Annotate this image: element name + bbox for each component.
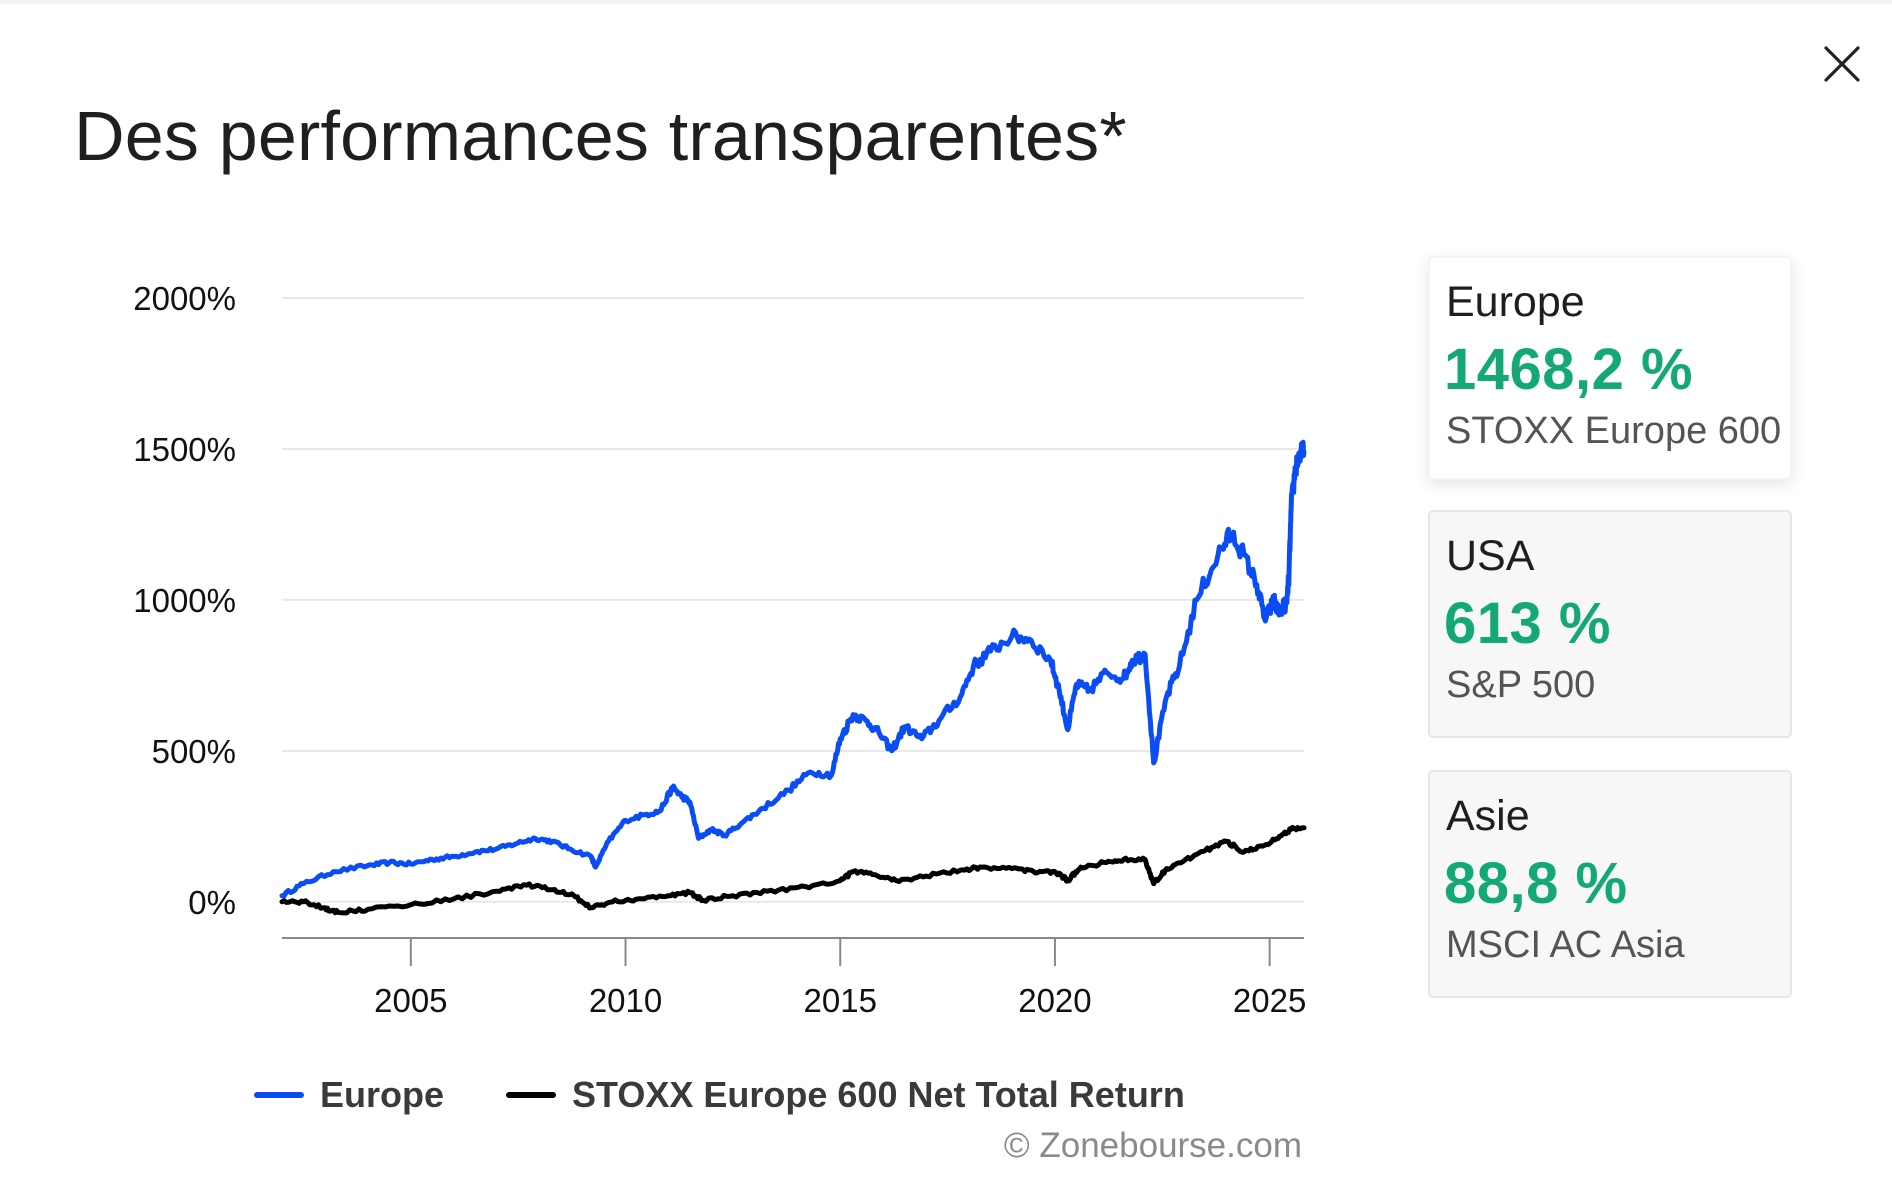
card-performance: 88,8 % (1444, 851, 1628, 916)
x-tick-label: 2005 (374, 982, 447, 1019)
card-index-name: S&P 500 (1446, 664, 1596, 706)
card-performance: 1468,2 % (1444, 337, 1694, 402)
card-performance: 613 % (1444, 591, 1611, 656)
card-region: Europe (1446, 278, 1585, 326)
close-button[interactable] (1816, 38, 1868, 90)
legend-label: Europe (320, 1074, 445, 1115)
legend-swatch-benchmark (506, 1092, 557, 1098)
card-region: Asie (1446, 792, 1530, 840)
series-line-europe (279, 439, 1307, 899)
y-tick-label: 1500% (133, 431, 236, 468)
y-tick-label: 1000% (133, 582, 236, 619)
region-card-europe[interactable]: Europe 1468,2 % STOXX Europe 600 (1428, 256, 1792, 480)
page-title: Des performances transparentes* (74, 97, 1127, 175)
legend-item-europe[interactable]: Europe (254, 1074, 444, 1116)
legend-item-benchmark[interactable]: STOXX Europe 600 Net Total Return (506, 1074, 1185, 1116)
y-tick-label: 2000% (133, 280, 236, 317)
x-tick-label: 2010 (589, 982, 662, 1019)
legend-swatch-europe (254, 1092, 304, 1098)
x-tick-label: 2020 (1018, 982, 1091, 1019)
card-region: USA (1446, 532, 1535, 580)
x-tick-label: 2025 (1233, 982, 1306, 1019)
region-card-asia[interactable]: Asie 88,8 % MSCI AC Asia (1428, 770, 1792, 998)
close-icon (1824, 46, 1860, 82)
card-index-name: MSCI AC Asia (1446, 924, 1685, 966)
performance-chart: 0% 500% 1000% 1500% 2000% 2005 2010 2015 2020 202… (133, 280, 1307, 1019)
series-line-stoxx-europe-600-net-total-return (279, 824, 1307, 916)
chart-credit: © Zonebourse.com (1003, 1126, 1302, 1165)
x-tick-label: 2015 (804, 982, 877, 1019)
y-tick-label: 0% (188, 884, 236, 921)
legend-label: STOXX Europe 600 Net Total Return (572, 1074, 1185, 1115)
y-tick-label: 500% (152, 733, 236, 770)
region-card-usa[interactable]: USA 613 % S&P 500 (1428, 510, 1792, 738)
top-divider (0, 0, 1892, 4)
card-index-name: STOXX Europe 600 (1446, 410, 1782, 452)
chart-legend: Europe STOXX Europe 600 Net Total Return (254, 1070, 1247, 1120)
